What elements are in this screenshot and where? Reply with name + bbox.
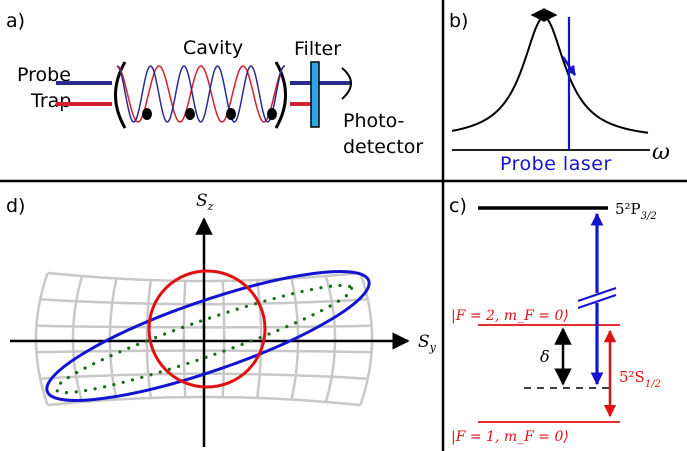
grid-meridian [182, 280, 187, 398]
sz-axis-label: Sz [196, 191, 214, 213]
ground-state-label: 5²S1/2 [619, 368, 661, 390]
cavity-mirror-left [114, 61, 127, 129]
panel-a: a) Cavity Filter Probe Trap Photo- detec… [6, 10, 423, 158]
grid-meridian [324, 275, 337, 403]
probe-laser-label: Probe laser [500, 153, 612, 175]
cavity-resonance-curve [451, 15, 649, 134]
grid-meridian [71, 275, 84, 403]
squeezed-state-ellipse [45, 270, 371, 402]
atom [185, 108, 195, 120]
grid-meridian [145, 279, 153, 399]
probe-shift-arrow [561, 56, 577, 76]
panel-b-label: b) [449, 10, 468, 32]
trap-standing-wave [116, 65, 286, 123]
trap-label: Trap [30, 90, 71, 112]
sy-axis-label: Sy [418, 332, 437, 354]
probe-label: Probe [17, 64, 71, 86]
trapped-atoms [142, 108, 277, 120]
lower-state-label: |F = 1, m_F = 0⟩ [451, 429, 569, 445]
atom [142, 108, 152, 120]
cavity-mirror-right [274, 61, 287, 129]
panel-c: c) 5²P3/2 |F = 2, m_F = 0⟩ |F = 1, m_F =… [449, 195, 661, 445]
panel-a-label: a) [6, 10, 25, 32]
delta-label: δ [540, 347, 550, 366]
axis-break-mark [577, 294, 617, 309]
panel-b: b) ω Probe laser [449, 8, 670, 175]
axis-break-mark [577, 287, 617, 302]
filter-label: Filter [294, 38, 341, 60]
grid-meridian [221, 280, 226, 398]
probe-standing-wave [116, 65, 285, 123]
panel-d: d) Sz Sy [6, 191, 437, 447]
atom [226, 108, 236, 120]
grid-meridian [255, 279, 263, 399]
cavity-label: Cavity [183, 37, 243, 59]
panel-d-label: d) [6, 195, 25, 217]
photodetector-icon [341, 67, 352, 100]
photodetector-label-line2: detector [343, 136, 423, 158]
panel-c-label: c) [449, 195, 467, 217]
photodetector-label-line1: Photo- [343, 110, 404, 132]
grid-meridian [34, 272, 49, 406]
omega-axis-label: ω [652, 140, 670, 165]
squeezed-state-dotted [54, 283, 354, 395]
excited-state-label: 5²P3/2 [615, 200, 657, 222]
atom [267, 108, 277, 120]
grid-meridian [290, 278, 300, 400]
upper-state-label: |F = 2, m_F = 0⟩ [451, 308, 569, 324]
coherent-state-circle [147, 269, 267, 389]
filter-element [310, 61, 320, 128]
grid-meridian [359, 272, 374, 406]
